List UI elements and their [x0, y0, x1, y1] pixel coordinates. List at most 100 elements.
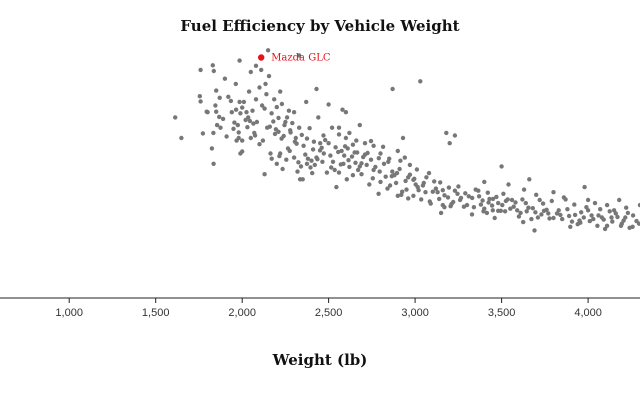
data-point [269, 156, 274, 161]
data-point [297, 53, 302, 58]
data-point [478, 202, 484, 207]
data-point [420, 183, 426, 188]
data-point [444, 130, 449, 136]
data-point [490, 196, 496, 202]
data-point [489, 203, 495, 208]
data-point [457, 197, 463, 203]
data-point [253, 63, 259, 68]
data-point [233, 81, 238, 87]
data-point [395, 193, 400, 198]
data-point [500, 202, 505, 208]
data-point [584, 205, 589, 210]
data-point [533, 210, 538, 215]
data-point [393, 180, 399, 186]
data-point [304, 99, 309, 105]
data-point [373, 164, 378, 170]
data-point [316, 115, 321, 120]
data-point [271, 119, 276, 124]
x-tick-label: 3,500 [488, 307, 516, 319]
data-point [304, 136, 310, 141]
data-point [272, 131, 278, 137]
data-point [362, 141, 368, 146]
data-point [610, 219, 615, 224]
data-point [236, 130, 241, 135]
data-point [549, 198, 554, 204]
data-point [296, 160, 301, 165]
data-point [244, 110, 249, 115]
data-point [222, 76, 228, 81]
data-point [411, 193, 416, 198]
data-point [284, 115, 290, 120]
data-point [274, 104, 279, 110]
data-point [338, 162, 343, 167]
data-point [404, 187, 409, 192]
data-point [455, 191, 460, 196]
data-point [534, 192, 539, 197]
data-point [496, 200, 501, 206]
data-point [572, 202, 577, 207]
data-point [498, 208, 503, 213]
data-point [240, 105, 245, 110]
data-point [246, 115, 251, 120]
data-point [452, 188, 458, 193]
data-point [511, 204, 516, 209]
data-point [509, 197, 515, 203]
data-point [527, 177, 532, 182]
data-point [442, 193, 447, 198]
data-point [615, 214, 620, 220]
data-point [217, 95, 222, 101]
data-point [359, 172, 364, 177]
data-point [520, 197, 525, 202]
data-point [386, 159, 391, 164]
data-point [312, 162, 317, 168]
data-point [265, 48, 271, 53]
data-point [596, 213, 601, 218]
data-point [440, 188, 445, 193]
data-point [463, 191, 468, 196]
data-point [321, 151, 326, 156]
data-point [218, 125, 223, 130]
data-point [634, 218, 639, 224]
data-point [365, 150, 370, 156]
data-point [235, 122, 240, 128]
data-point [297, 125, 302, 130]
data-point [447, 141, 452, 146]
data-point [300, 177, 305, 182]
data-point [326, 102, 331, 107]
data-point [205, 110, 210, 115]
data-point [237, 58, 242, 63]
data-point [241, 99, 247, 105]
data-point [398, 158, 403, 163]
data-point [252, 133, 258, 138]
data-point [521, 187, 527, 192]
data-point [598, 207, 603, 212]
data-point [617, 197, 622, 203]
data-point [419, 197, 424, 202]
data-point [516, 214, 522, 219]
data-point [566, 213, 572, 219]
data-point [432, 179, 437, 184]
data-point [604, 202, 610, 208]
data-point [315, 157, 320, 162]
data-point [515, 208, 520, 213]
data-point [264, 92, 269, 97]
data-point [262, 172, 267, 177]
data-point [380, 144, 386, 149]
data-point [485, 190, 490, 195]
data-point [630, 213, 636, 218]
data-point [278, 89, 283, 94]
data-point [238, 111, 243, 116]
data-point [521, 219, 526, 225]
data-point [481, 209, 486, 214]
data-point [486, 200, 491, 205]
data-point [330, 159, 336, 164]
data-point [292, 139, 298, 144]
data-point [303, 152, 308, 157]
data-point [226, 94, 231, 100]
data-point [305, 156, 311, 161]
data-point [267, 124, 272, 129]
data-point [231, 126, 236, 131]
data-point [526, 205, 531, 210]
data-point [502, 209, 508, 214]
data-point [406, 196, 411, 201]
